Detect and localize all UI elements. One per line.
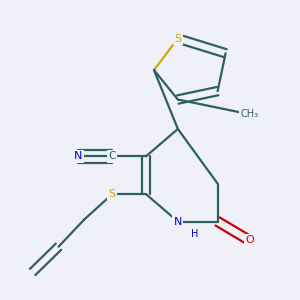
Text: O: O	[245, 236, 254, 245]
Text: N: N	[74, 151, 82, 161]
Text: S: S	[109, 189, 116, 199]
Text: C: C	[109, 151, 116, 161]
Text: S: S	[174, 34, 182, 44]
Text: H: H	[191, 229, 198, 239]
Text: CH₃: CH₃	[240, 109, 259, 119]
Text: N: N	[174, 217, 182, 226]
